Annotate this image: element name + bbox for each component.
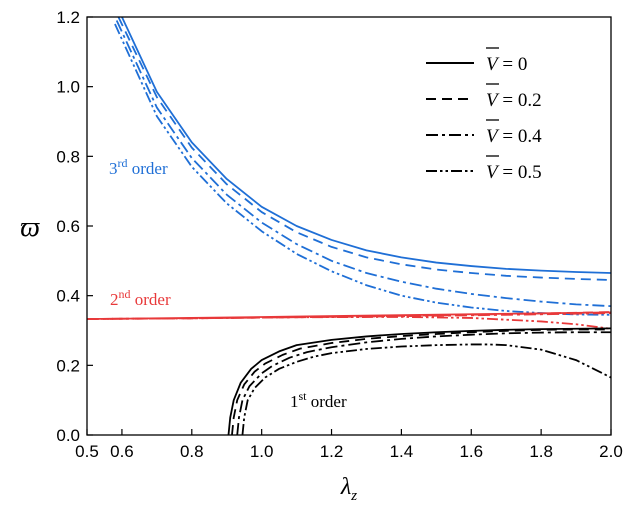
series-layer bbox=[86, 16, 612, 436]
x-tick-label: 1.0 bbox=[250, 442, 274, 461]
y-tick-label: 0.4 bbox=[56, 287, 80, 306]
x-tick-label: 1.6 bbox=[459, 442, 483, 461]
series-first-v0 bbox=[227, 327, 612, 436]
y-tick-label: 0.6 bbox=[56, 217, 80, 236]
x-tick-label: 0.8 bbox=[180, 442, 204, 461]
legend-label-3: V = 0.5 bbox=[486, 162, 542, 183]
y-axis-label: ϖ bbox=[20, 212, 40, 243]
annotation-second-order: 2nd order bbox=[110, 287, 171, 309]
plot-frame bbox=[86, 16, 612, 436]
annotation-third-order: 3rd order bbox=[109, 156, 168, 178]
y-tick-label: 1.2 bbox=[56, 8, 80, 27]
legend: V = 0 V = 0.2 V = 0.4 V = 0.5 bbox=[426, 47, 542, 183]
x-tick-label: 0.6 bbox=[110, 442, 134, 461]
x-tick-label: 1.4 bbox=[390, 442, 414, 461]
series-first-v0.4 bbox=[236, 331, 611, 436]
y-tick-label: 1.0 bbox=[56, 78, 80, 97]
series-third-v0.4 bbox=[115, 20, 612, 308]
legend-label-0: V = 0 bbox=[486, 54, 527, 75]
series-second-v0.5 bbox=[86, 316, 612, 330]
x-tick-label: 1.8 bbox=[529, 442, 553, 461]
series-first-v0.5 bbox=[241, 343, 612, 436]
legend-label-1: V = 0.2 bbox=[486, 90, 542, 111]
series-second-v0.4 bbox=[86, 312, 612, 320]
x-axis-label: λz bbox=[340, 474, 357, 504]
series-third-v0.5 bbox=[114, 23, 612, 316]
y-tick-label: 0.2 bbox=[56, 356, 80, 375]
series-third-v0 bbox=[121, 16, 612, 274]
annotations: 3rd order 2nd order 1st order bbox=[109, 156, 347, 411]
legend-label-2: V = 0.4 bbox=[486, 126, 542, 147]
y-tick-label: 0.8 bbox=[56, 147, 80, 166]
x-tick-label: 1.2 bbox=[320, 442, 344, 461]
x-tick-label: 0.5 bbox=[75, 442, 99, 461]
annotation-first-order: 1st order bbox=[290, 389, 347, 411]
series-first-v0.2 bbox=[231, 328, 611, 436]
y-tick-label: 0.0 bbox=[56, 426, 80, 445]
ticks-layer: 0.5 0.6 0.8 1.0 1.2 1.4 1.6 1.8 2.0 0.0 0.2 0.4 0.6 0… bbox=[56, 8, 622, 461]
series-third-v0.2 bbox=[117, 16, 612, 281]
x-tick-label: 2.0 bbox=[599, 442, 623, 461]
